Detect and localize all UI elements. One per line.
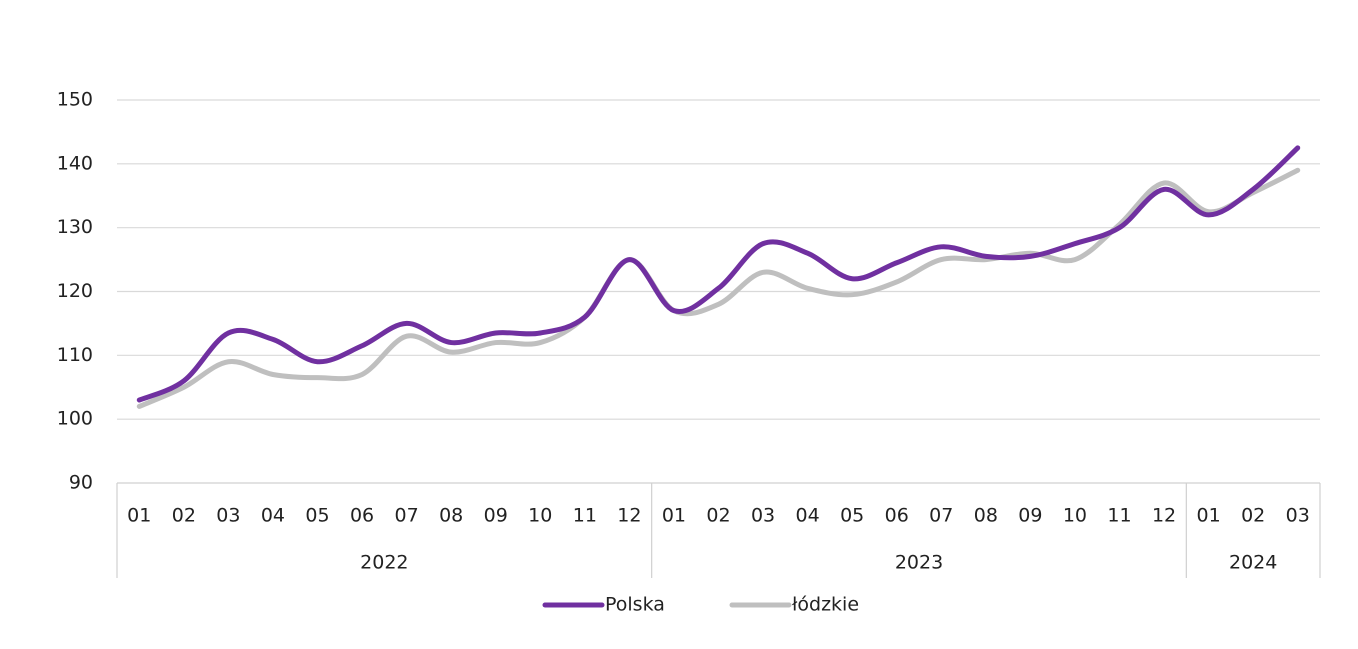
year-label: 2023 bbox=[895, 552, 943, 574]
legend-label: łódzkie bbox=[792, 594, 859, 616]
y-tick-label: 140 bbox=[57, 152, 93, 174]
x-tick-label: 03 bbox=[216, 505, 240, 527]
y-tick-label: 110 bbox=[57, 344, 93, 366]
x-tick-label: 09 bbox=[484, 505, 508, 527]
x-tick-label: 12 bbox=[1152, 505, 1176, 527]
legend-label: Polska bbox=[605, 594, 665, 616]
x-tick-label: 11 bbox=[573, 505, 597, 527]
x-tick-label: 01 bbox=[1197, 505, 1221, 527]
x-tick-label: 04 bbox=[261, 505, 285, 527]
x-tick-label: 10 bbox=[528, 505, 552, 527]
x-tick-label: 03 bbox=[1286, 505, 1310, 527]
x-tick-label: 01 bbox=[127, 505, 151, 527]
x-tick-label: 07 bbox=[395, 505, 419, 527]
y-tick-label: 150 bbox=[57, 89, 93, 111]
x-tick-label: 06 bbox=[350, 505, 374, 527]
x-tick-label: 06 bbox=[885, 505, 909, 527]
x-tick-label: 12 bbox=[617, 505, 641, 527]
year-label: 2022 bbox=[360, 552, 408, 574]
x-tick-label: 05 bbox=[840, 505, 864, 527]
x-tick-label: 09 bbox=[1018, 505, 1042, 527]
y-tick-label: 90 bbox=[69, 472, 93, 494]
x-tick-label: 04 bbox=[796, 505, 820, 527]
x-tick-label: 10 bbox=[1063, 505, 1087, 527]
series-line bbox=[136, 145, 1301, 403]
y-tick-label: 120 bbox=[57, 280, 93, 302]
year-label: 2024 bbox=[1229, 552, 1277, 574]
x-tick-label: 02 bbox=[1241, 505, 1265, 527]
x-tick-label: 02 bbox=[172, 505, 196, 527]
x-tick-label: 02 bbox=[706, 505, 730, 527]
x-tick-label: 01 bbox=[662, 505, 686, 527]
x-tick-label: 03 bbox=[751, 505, 775, 527]
y-tick-label: 100 bbox=[57, 408, 93, 430]
x-tick-label: 07 bbox=[929, 505, 953, 527]
x-tick-label: 05 bbox=[305, 505, 329, 527]
y-tick-label: 130 bbox=[57, 216, 93, 238]
x-tick-label: 08 bbox=[439, 505, 463, 527]
x-tick-label: 08 bbox=[974, 505, 998, 527]
x-tick-label: 11 bbox=[1107, 505, 1131, 527]
